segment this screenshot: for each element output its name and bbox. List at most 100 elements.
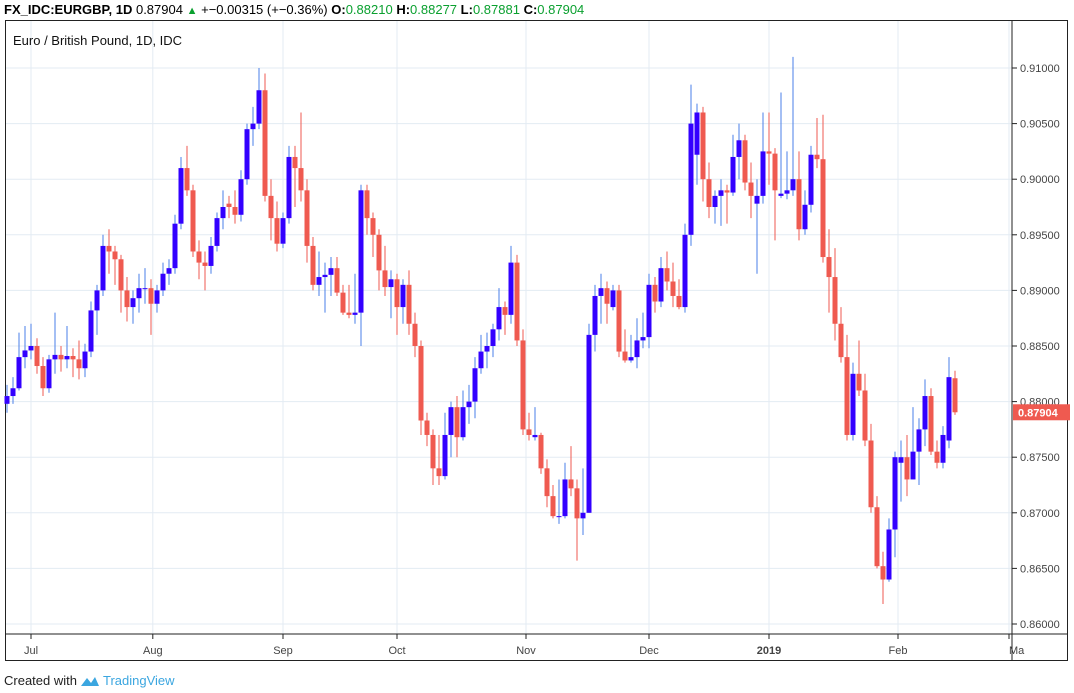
candle-body-up (10, 388, 16, 397)
candle-body-down (310, 245, 316, 285)
open-value: 0.88210 (345, 2, 393, 17)
candle-body-down (952, 378, 958, 413)
price-axis-label: 0.90000 (1020, 174, 1060, 186)
candle-body-down (796, 179, 802, 230)
candle-body-up (778, 193, 784, 196)
candle-body-down (862, 390, 868, 441)
candle-body-up (592, 295, 598, 335)
candle-body-up (472, 368, 478, 402)
candle-body-up (532, 434, 538, 438)
candle-body-down (832, 277, 838, 324)
candle-body-down (184, 168, 190, 191)
candle-body-up (52, 354, 58, 360)
candle-body-down (544, 468, 550, 497)
time-axis-label: Aug (143, 645, 163, 657)
candle-body-down (112, 251, 118, 260)
candle-body-up (160, 273, 166, 291)
price-axis-label: 0.86000 (1020, 619, 1060, 631)
candle-body-up (712, 195, 718, 207)
symbol-header: FX_IDC:EURGBP, 1D 0.87904 ▲ +−0.00315 (+… (4, 2, 584, 17)
candle-body-down (118, 259, 124, 291)
candle-body-up (916, 429, 922, 452)
candle-body-up (496, 307, 502, 330)
candle-body-down (196, 251, 202, 263)
candle-body-up (562, 479, 568, 517)
candle-body-down (148, 288, 154, 304)
price-axis-label: 0.87500 (1020, 452, 1060, 464)
candle-body-down (274, 218, 280, 244)
candle-body-down (772, 153, 778, 191)
last-price-badge (1013, 404, 1070, 421)
candle-body-up (586, 334, 592, 513)
price-axis-label: 0.86500 (1020, 563, 1060, 575)
price-axis-label: 0.88500 (1020, 341, 1060, 353)
candle-body-down (436, 468, 442, 477)
candle-body-up (172, 223, 178, 269)
candle-body-down (76, 359, 82, 369)
candle-body-up (478, 351, 484, 369)
candle-body-up (130, 298, 136, 308)
candle-body-down (838, 323, 844, 358)
candle-body-up (682, 234, 688, 308)
candle-body-down (40, 366, 46, 389)
candle-body-up (142, 288, 148, 290)
close-label: C: (523, 2, 538, 17)
candle-body-up (610, 290, 616, 308)
candle-body-up (250, 123, 256, 130)
candle-body-down (814, 154, 820, 160)
candle-body-up (898, 457, 904, 463)
candle-body-up (892, 457, 898, 530)
candle-body-up (760, 151, 766, 196)
candle-body-up (214, 218, 220, 246)
candle-body-down (766, 151, 772, 154)
candle-body-down (364, 190, 370, 219)
candle-body-down (34, 346, 40, 367)
candle-body-up (448, 407, 454, 435)
tradingview-link[interactable]: TradingView (102, 673, 175, 688)
candle-body-down (298, 168, 304, 191)
candle-body-down (268, 195, 274, 219)
candle-body-up (886, 529, 892, 580)
candle-body-down (382, 270, 388, 288)
candle-body-up (556, 516, 562, 518)
candle-body-up (388, 279, 394, 288)
candle-body-up (640, 337, 646, 341)
candle-body-down (514, 262, 520, 341)
time-axis-label: Nov (516, 645, 536, 657)
candle-body-down (502, 307, 508, 315)
high-value: 0.88277 (410, 2, 458, 17)
candle-body-up (322, 274, 328, 278)
candle-body-up (808, 154, 814, 205)
time-axis-label: 2019 (757, 645, 781, 657)
candle-body-down (106, 245, 112, 252)
chart-title: Euro / British Pound, 1D, IDC (13, 33, 183, 48)
candle-body-down (844, 357, 850, 435)
candle-body-up (508, 262, 514, 315)
candle-body-down (190, 190, 196, 252)
candle-body-up (922, 396, 928, 430)
open-label: O: (331, 2, 346, 17)
candle-body-up (166, 268, 172, 274)
candle-body-down (538, 434, 544, 469)
candle-body-up (280, 218, 286, 244)
candle-body-up (910, 451, 916, 480)
candle-body-down (622, 351, 628, 361)
candle-body-down (826, 257, 832, 278)
candle-body-down (124, 290, 130, 308)
time-axis-label: Feb (889, 645, 908, 657)
candle-body-down (868, 440, 874, 508)
candle-body-up (754, 195, 760, 204)
candle-body-up (646, 284, 652, 338)
low-label: L: (460, 2, 473, 17)
candle-body-up (946, 377, 952, 441)
up-triangle-icon: ▲ (186, 5, 198, 17)
candle-body-up (220, 207, 226, 219)
candle-body-up (136, 288, 142, 299)
candle-body-down (346, 312, 352, 315)
candle-body-up (802, 204, 808, 230)
time-axis-label: Dec (639, 645, 659, 657)
candle-body-down (652, 284, 658, 302)
price-change: +−0.00315 (+−0.36%) (201, 2, 328, 17)
candle-body-down (574, 488, 580, 519)
